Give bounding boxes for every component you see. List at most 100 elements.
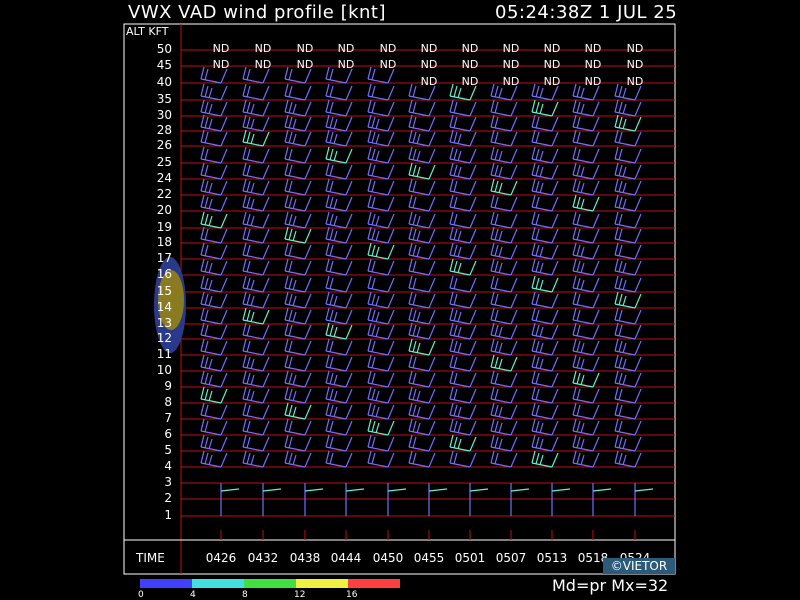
wind-barb — [242, 370, 270, 388]
wind-barb — [325, 354, 353, 372]
legend-color-segment — [348, 579, 400, 588]
wind-barb — [449, 434, 477, 452]
wind-barb — [367, 162, 395, 180]
wind-barb — [325, 291, 353, 309]
wind-barb — [242, 322, 270, 340]
wind-barb — [490, 402, 518, 420]
wind-barb — [490, 83, 518, 101]
wind-barb — [614, 450, 642, 468]
wind-barb — [449, 418, 477, 436]
wind-barb — [367, 258, 395, 276]
altitude-label: 3 — [164, 475, 172, 489]
wind-barb — [367, 434, 395, 452]
altitude-label: 24 — [156, 171, 172, 185]
wind-barb — [408, 129, 436, 147]
wind-barb — [284, 402, 312, 420]
wind-barb — [408, 99, 436, 117]
wind-barb — [325, 434, 353, 452]
wind-barb — [325, 66, 353, 84]
wind-barb — [531, 402, 559, 420]
wind-barb — [284, 178, 312, 196]
wind-barb — [325, 307, 353, 325]
wind-barb — [408, 322, 436, 340]
time-label: 0501 — [454, 551, 486, 565]
wind-barb — [614, 291, 642, 309]
wind-barb — [408, 194, 436, 212]
no-data-marker: ND — [461, 58, 479, 71]
altitude-label: 10 — [156, 363, 172, 377]
wind-barb — [200, 402, 228, 420]
time-label: 0455 — [413, 551, 445, 565]
wind-barb — [490, 114, 518, 132]
wind-barb — [490, 418, 518, 436]
no-data-marker: ND — [337, 58, 355, 71]
wind-barb — [614, 275, 642, 293]
wind-barb — [572, 114, 600, 132]
wind-barb — [572, 129, 600, 147]
wind-barb — [449, 402, 477, 420]
wind-barb — [242, 402, 270, 420]
wind-barb — [408, 338, 436, 356]
wind-barb — [592, 488, 612, 492]
wind-barb — [284, 66, 312, 84]
wind-barb — [572, 194, 600, 212]
wind-barb — [614, 322, 642, 340]
altitude-label: 17 — [156, 251, 172, 265]
wind-barb — [242, 66, 270, 84]
altitude-label: 26 — [156, 138, 172, 152]
wind-barb — [531, 162, 559, 180]
wind-barb — [572, 291, 600, 309]
wind-barb — [284, 114, 312, 132]
wind-barb — [572, 211, 600, 229]
wind-barb — [572, 226, 600, 244]
wind-barb — [242, 178, 270, 196]
altitude-label: 8 — [164, 395, 172, 409]
legend-tick-label: 8 — [242, 590, 248, 600]
wind-barb — [325, 322, 353, 340]
wind-barb — [200, 178, 228, 196]
wind-barb — [284, 434, 312, 452]
wind-barb — [572, 434, 600, 452]
wind-barb — [200, 114, 228, 132]
altitude-label: 11 — [156, 347, 172, 361]
no-data-marker: ND — [212, 42, 230, 55]
altitude-label: 40 — [156, 75, 172, 89]
wind-barb — [325, 418, 353, 436]
legend-tick-label: 16 — [346, 590, 358, 600]
wind-barb — [408, 275, 436, 293]
wind-barb — [531, 83, 559, 101]
wind-barb — [284, 307, 312, 325]
wind-barb — [531, 434, 559, 452]
wind-barb — [490, 275, 518, 293]
wind-barb — [449, 242, 477, 260]
altitude-label: 25 — [156, 155, 172, 169]
wind-barb — [449, 258, 477, 276]
wind-barb — [325, 99, 353, 117]
wind-barb — [449, 307, 477, 325]
wind-barb — [490, 354, 518, 372]
wind-barb — [200, 307, 228, 325]
altitude-label: 16 — [156, 267, 172, 281]
wind-barb — [200, 275, 228, 293]
wind-barb — [325, 402, 353, 420]
wind-barb — [531, 370, 559, 388]
altitude-label: 20 — [156, 203, 172, 217]
wind-barb — [284, 146, 312, 164]
altitude-axis-title: ALT KFT — [126, 25, 169, 38]
wind-barb — [572, 418, 600, 436]
wind-barb — [200, 194, 228, 212]
time-label: 0432 — [247, 551, 279, 565]
wind-barb — [572, 354, 600, 372]
wind-barb — [449, 291, 477, 309]
wind-barb — [325, 83, 353, 101]
wind-barb — [325, 226, 353, 244]
wind-barb — [572, 307, 600, 325]
wind-barb — [449, 194, 477, 212]
timestamp: 05:24:38Z 1 JUL 25 — [495, 2, 678, 23]
altitude-label: 1 — [164, 508, 172, 522]
wind-barb — [367, 129, 395, 147]
wind-barb — [572, 402, 600, 420]
mode-readout: Md=pr Mx=32 — [552, 576, 669, 595]
wind-barb — [242, 242, 270, 260]
wind-barb — [325, 146, 353, 164]
